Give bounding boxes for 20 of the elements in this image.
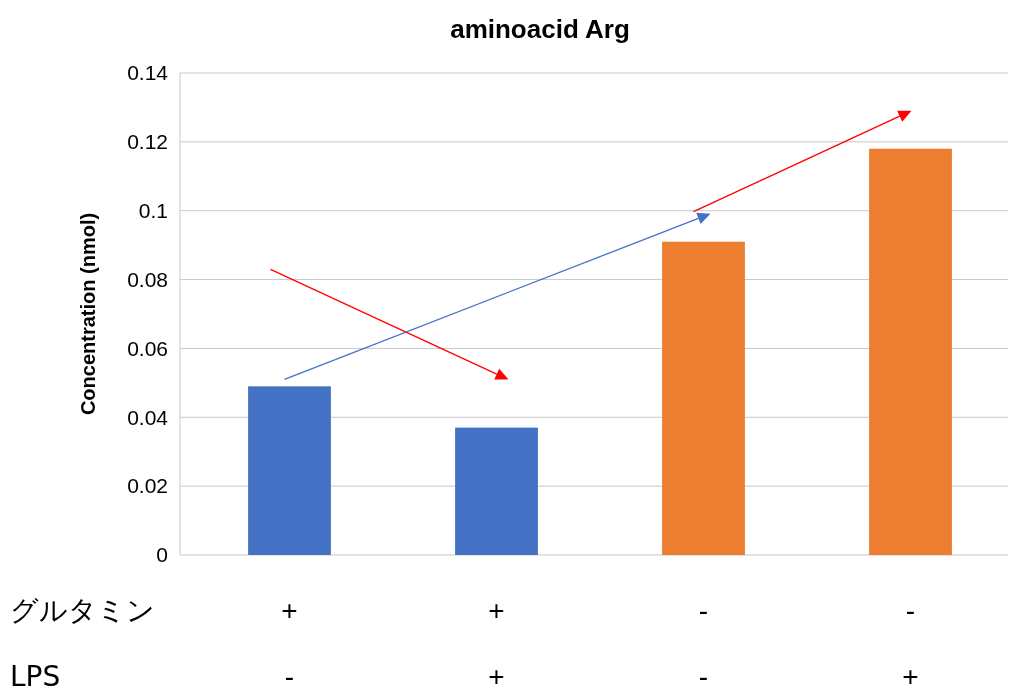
y-tick-label: 0.14 [127,61,169,85]
y-tick-label: 0.12 [127,130,168,154]
bar [455,427,538,555]
category-label: + - [281,594,298,689]
bar [662,241,745,555]
y-tick-label: 0.08 [127,267,168,291]
y-tick-label: 0.04 [127,405,169,429]
y-axis-title: Concentration (nmol) [77,212,99,416]
y-tick-label: 0.1 [138,199,168,223]
bar [869,148,952,555]
chart-title: aminoacid Arg [450,14,630,44]
text: グルタミン [10,593,155,627]
category-label: - - [698,594,709,689]
category-label: - + [902,594,919,689]
y-tick-label: 0 [156,543,168,567]
y-tick-label: 0.02 [127,474,168,498]
category-label: + + [488,594,505,689]
text: LPS [10,659,61,689]
y-tick-label: 0.06 [127,336,168,360]
bar [248,386,331,555]
